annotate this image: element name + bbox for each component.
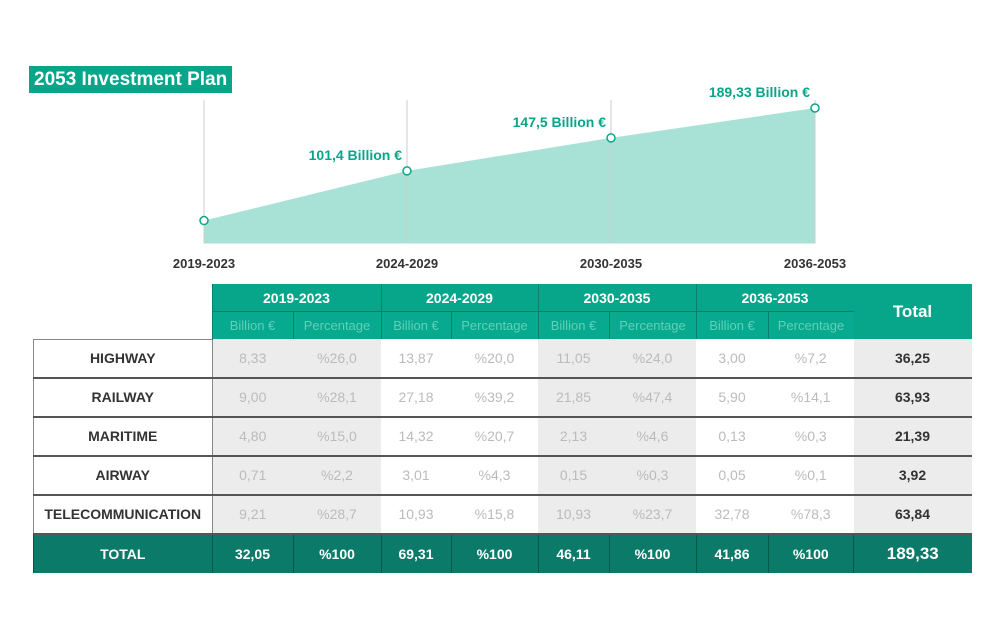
table-cell: 21,85 <box>538 377 609 418</box>
total-cell: %100 <box>608 533 696 573</box>
investment-table: 2019-2023 2024-2029 2030-2035 2036-2053 … <box>33 284 972 573</box>
table-cell: 27,18 <box>381 377 451 418</box>
table-cell: %23,7 <box>609 494 696 535</box>
table-cell: %15,8 <box>451 494 538 535</box>
row-total: 63,93 <box>853 377 972 418</box>
data-label: 147,5 Billion € <box>513 114 607 130</box>
total-cell: %100 <box>292 533 381 573</box>
row-label: AIRWAY <box>33 455 213 496</box>
table-cell: %78,3 <box>768 494 854 535</box>
total-cell: %100 <box>767 533 854 573</box>
table-cell: %14,1 <box>768 377 854 418</box>
table-cell: %15,0 <box>293 416 381 457</box>
x-tick-label: 2036-2053 <box>784 256 846 271</box>
table-cell: %20,0 <box>451 339 538 379</box>
x-tick-label: 2024-2029 <box>376 256 438 271</box>
percentage-subheader: Percentage <box>450 311 538 339</box>
table-cell: 32,78 <box>696 494 768 535</box>
table-cell: %28,7 <box>293 494 381 535</box>
empty-corner <box>34 284 213 312</box>
period-header: 2030-2035 <box>537 284 696 312</box>
row-total: 3,92 <box>853 455 972 496</box>
grand-total: 189,33 <box>853 533 972 573</box>
total-row: TOTAL 32,05 %100 69,31 %100 46,11 %100 41,86 %10… <box>33 533 972 573</box>
table-cell: 10,93 <box>381 494 451 535</box>
billion-subheader: Billion € <box>380 311 451 339</box>
total-cell: 41,86 <box>695 533 768 573</box>
data-label: 101,4 Billion € <box>309 147 403 163</box>
empty-corner <box>34 312 213 340</box>
table-cell: 9,00 <box>212 377 293 418</box>
table-cell: 11,05 <box>538 339 609 379</box>
table-row: RAILWAY 9,00 %28,1 27,18 %39,2 21,85 %47,4 5,90… <box>33 377 972 418</box>
table-cell: 5,90 <box>696 377 768 418</box>
percentage-subheader: Percentage <box>767 311 854 339</box>
table-cell: %28,1 <box>293 377 381 418</box>
data-point <box>810 103 820 113</box>
period-header: 2019-2023 <box>211 284 381 312</box>
row-total: 63,84 <box>853 494 972 535</box>
table-cell: 4,80 <box>212 416 293 457</box>
data-point <box>606 133 616 143</box>
x-tick-label: 2019-2023 <box>173 256 235 271</box>
row-total: 36,25 <box>853 339 972 379</box>
table-row: TELECOMMUNICATION 9,21 %28,7 10,93 %15,8 10,9… <box>33 494 972 535</box>
table-cell: %0,3 <box>768 416 854 457</box>
table-cell: %4,6 <box>609 416 696 457</box>
total-cell: 46,11 <box>537 533 609 573</box>
table-cell: 14,32 <box>381 416 451 457</box>
table-cell: %0,3 <box>609 455 696 496</box>
data-label: 189,33 Billion € <box>709 84 810 100</box>
table-cell: %39,2 <box>451 377 538 418</box>
data-point <box>402 166 412 176</box>
table-cell: 3,00 <box>696 339 768 379</box>
area-chart: 2019-2023 101,4 Billion € 2024-2029 147,5 B… <box>173 84 846 271</box>
table-row: AIRWAY 0,71 %2,2 3,01 %4,3 0,15 %0,3 0,05 %0,1 3,… <box>33 455 972 496</box>
table-cell: %26,0 <box>293 339 381 379</box>
table-cell: 0,15 <box>538 455 609 496</box>
row-label: HIGHWAY <box>33 338 213 379</box>
total-cell: 32,05 <box>211 533 293 573</box>
table-cell: %4,3 <box>451 455 538 496</box>
table-cell: 0,05 <box>696 455 768 496</box>
table-cell: 3,01 <box>381 455 451 496</box>
table-cell: %47,4 <box>609 377 696 418</box>
period-header: 2036-2053 <box>695 284 854 312</box>
data-point <box>199 215 209 226</box>
table-row: HIGHWAY 8,33 %26,0 13,87 %20,0 11,05 %24,0 3,00… <box>33 338 972 379</box>
table-cell: 0,71 <box>212 455 293 496</box>
table-cell: 10,93 <box>538 494 609 535</box>
total-cell: %100 <box>450 533 538 573</box>
table-cell: 13,87 <box>381 339 451 379</box>
percentage-subheader: Percentage <box>292 311 381 339</box>
table-row: MARITIME 4,80 %15,0 14,32 %20,7 2,13 %4,6 0,13%… <box>33 416 972 457</box>
table-cell: %0,1 <box>768 455 854 496</box>
percentage-subheader: Percentage <box>608 311 696 339</box>
table-cell: 0,13 <box>696 416 768 457</box>
table-cell: 9,21 <box>212 494 293 535</box>
row-total: 21,39 <box>853 416 972 457</box>
billion-subheader: Billion € <box>695 311 768 339</box>
table-cell: %24,0 <box>609 339 696 379</box>
table-cell: 8,33 <box>212 339 293 379</box>
x-tick-label: 2030-2035 <box>580 256 642 271</box>
total-header: Total <box>853 284 972 339</box>
row-label: TELECOMMUNICATION <box>33 494 213 535</box>
chart-title: 2053 Investment Plan <box>29 66 233 93</box>
billion-subheader: Billion € <box>211 311 293 339</box>
total-cell: 69,31 <box>380 533 451 573</box>
row-label: RAILWAY <box>33 377 213 418</box>
table-cell: %7,2 <box>768 339 854 379</box>
row-label: MARITIME <box>33 416 213 457</box>
area-fill <box>204 108 815 244</box>
table-cell: %2,2 <box>293 455 381 496</box>
table-cell: %20,7 <box>451 416 538 457</box>
table-cell: 2,13 <box>538 416 609 457</box>
total-label: TOTAL <box>33 533 212 573</box>
billion-subheader: Billion € <box>537 311 609 339</box>
period-header: 2024-2029 <box>380 284 538 312</box>
